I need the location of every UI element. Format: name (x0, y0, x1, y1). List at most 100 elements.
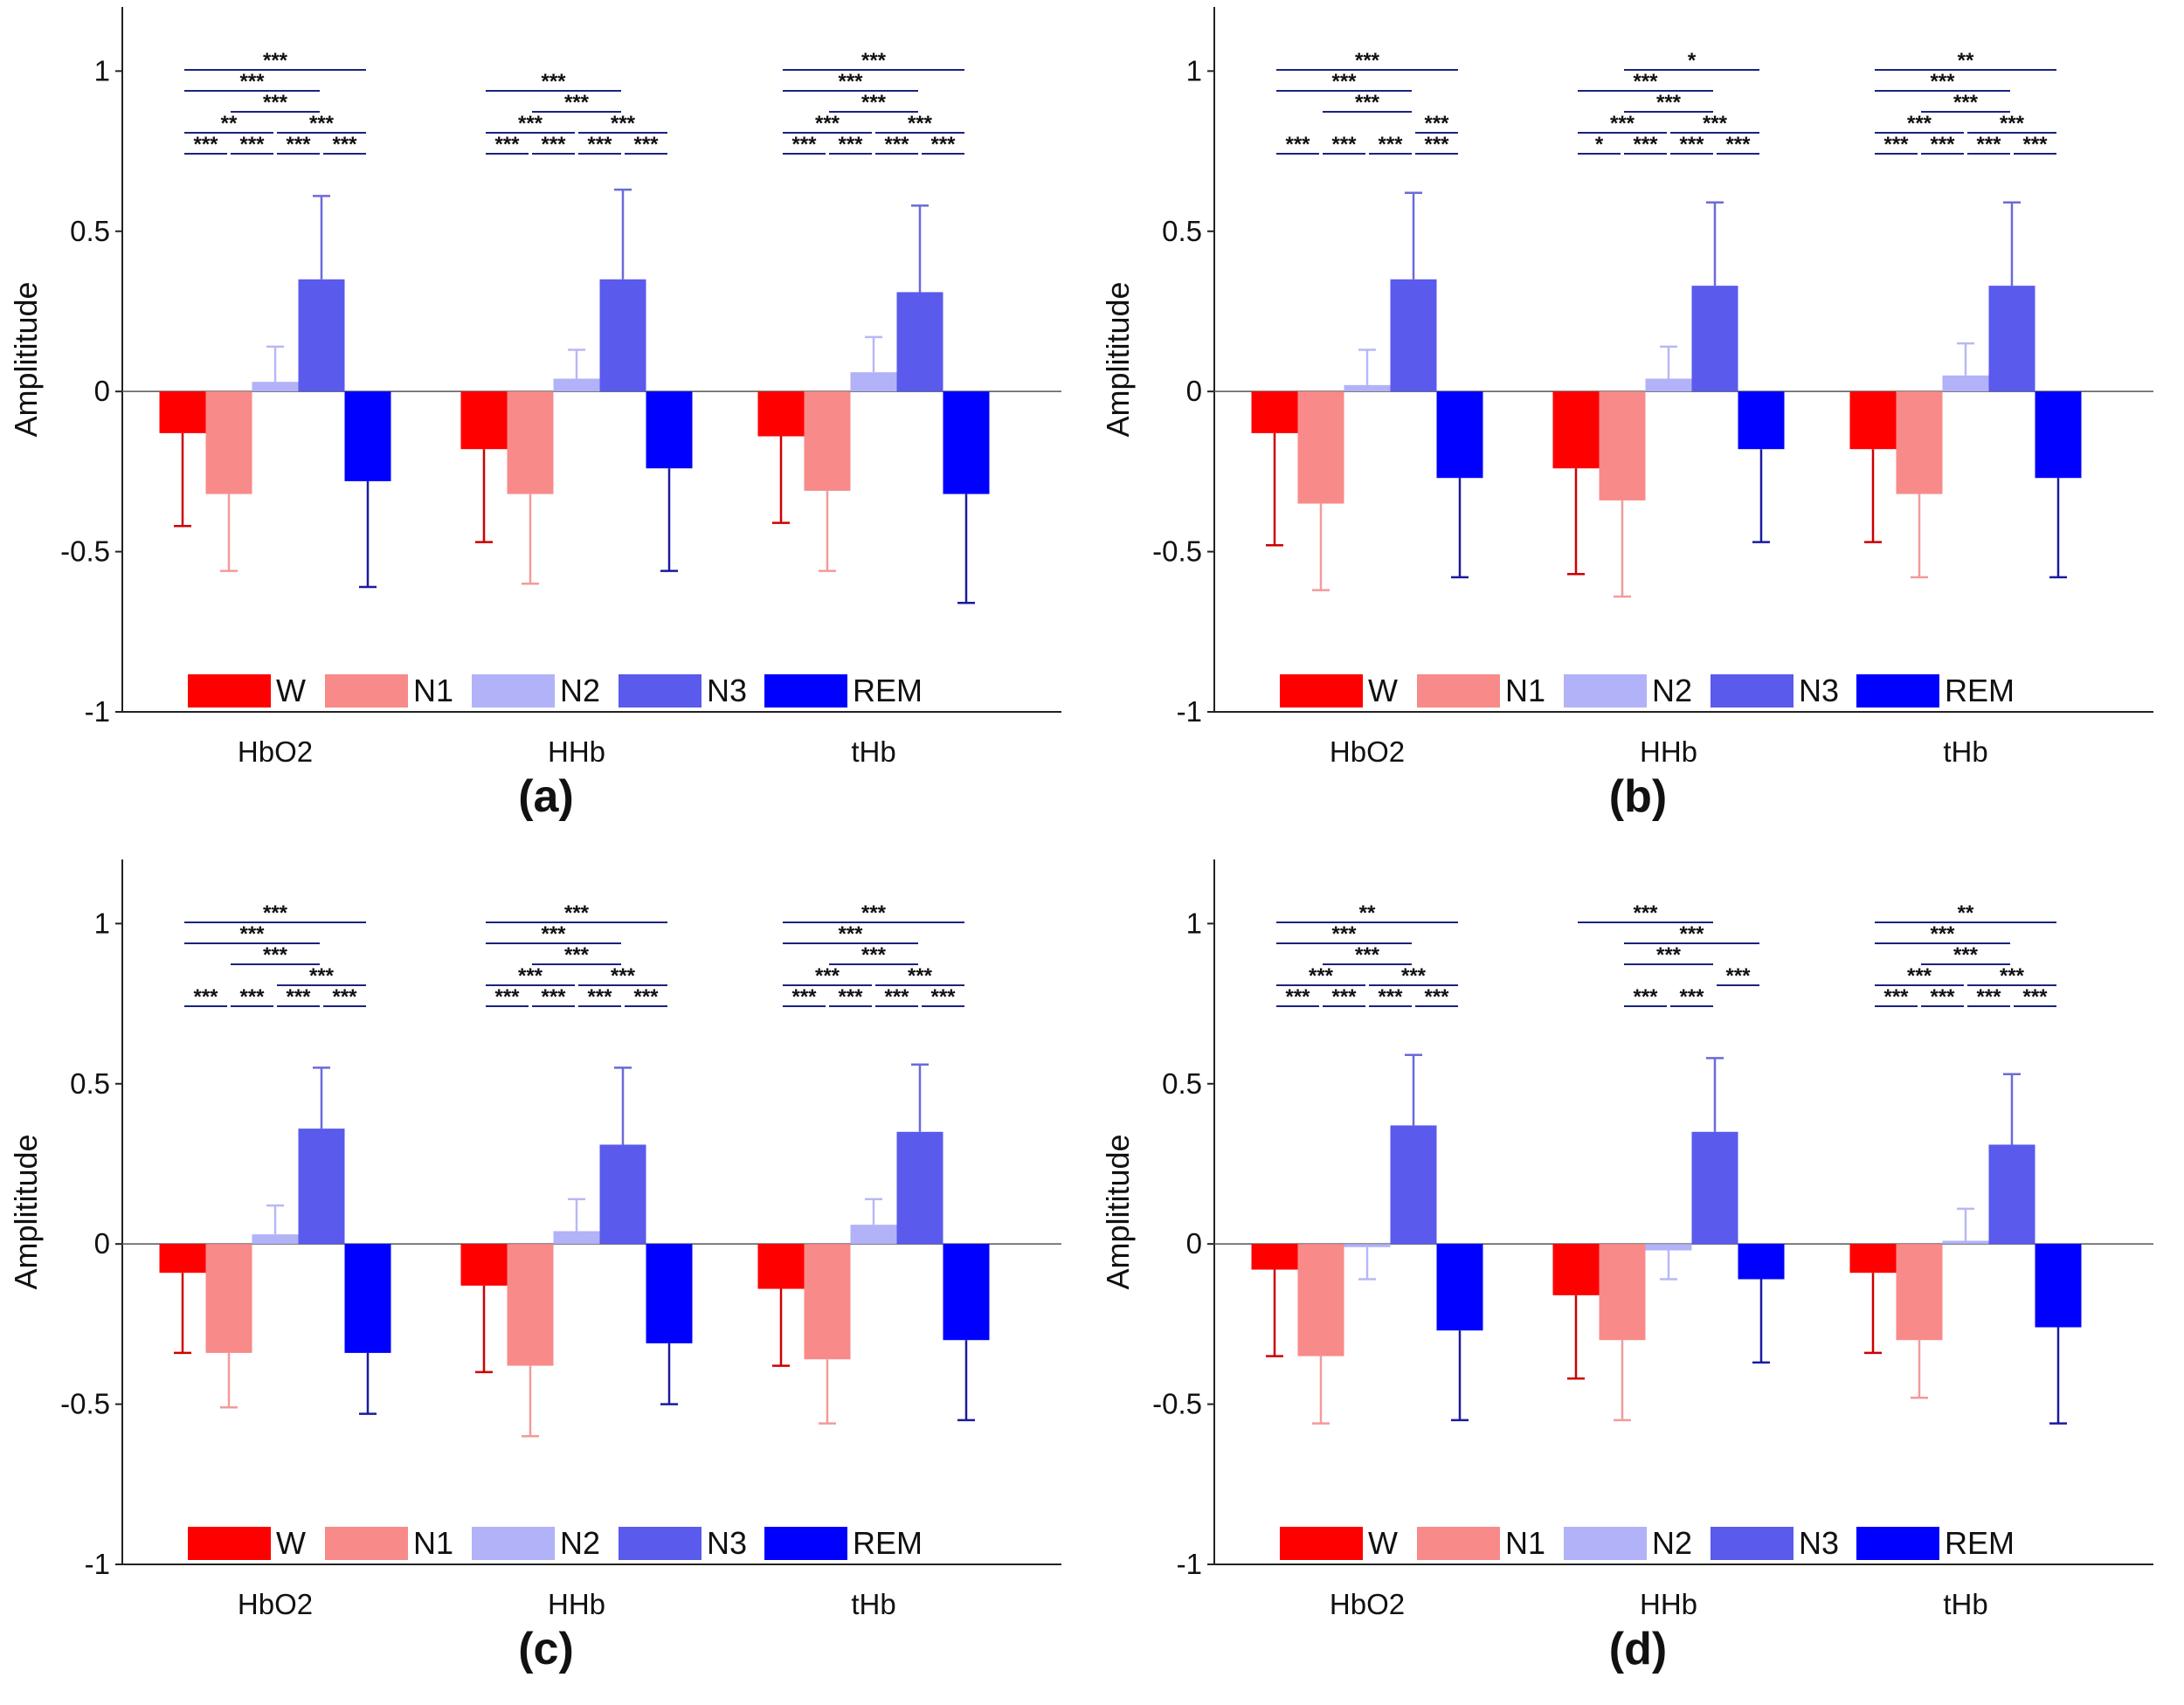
legend-label: REM (853, 1525, 923, 1561)
bar (1691, 1131, 1738, 1245)
legend-swatch (1417, 674, 1500, 708)
significance-label: *** (838, 70, 863, 93)
bar (1251, 1244, 1298, 1270)
legend-label: N2 (560, 1525, 600, 1561)
x-tick-label: tHb (1943, 735, 1987, 768)
bar (460, 1244, 508, 1286)
y-tick-label: 1 (94, 54, 110, 86)
significance-label: *** (1355, 91, 1380, 114)
legend-label: N2 (1652, 673, 1692, 708)
significance-label: *** (587, 985, 612, 1009)
significance-label: *** (2000, 964, 2025, 988)
chart-panel-c: -1 -0.5 0 0.5 1 Amplititude HbO2 HHb tHb *** *** **… (0, 852, 1092, 1705)
significance-label: *** (861, 49, 887, 72)
bar (1297, 1244, 1344, 1356)
significance-label: *** (1725, 133, 1751, 156)
bar (252, 1234, 299, 1245)
y-tick-label: -1 (1177, 1548, 1202, 1580)
significance-label: *** (1930, 133, 1955, 156)
bar (1849, 391, 1897, 450)
legend-label: N3 (707, 1525, 747, 1561)
significance-label: *** (1930, 985, 1955, 1009)
significance-label: ** (1958, 49, 1974, 72)
significance-label: *** (263, 901, 288, 925)
significance-label: *** (1633, 133, 1658, 156)
legend-label: REM (853, 673, 923, 708)
significance-label: *** (193, 985, 218, 1009)
significance-label: *** (815, 964, 840, 988)
bar (1599, 391, 1646, 500)
significance-label: *** (1976, 985, 2001, 1009)
bar (507, 391, 554, 494)
significance-label: *** (1725, 964, 1751, 988)
legend-swatch (472, 674, 555, 708)
significance-label: ** (1958, 901, 1974, 925)
bar (1599, 1244, 1646, 1341)
y-tick-label: 0.5 (70, 1067, 110, 1100)
bar (646, 1244, 693, 1343)
bar (2035, 1244, 2082, 1328)
panel-label-c: (c) (518, 1624, 574, 1674)
bar (1552, 391, 1600, 469)
y-tick-label: -0.5 (60, 535, 110, 568)
bar (1390, 1125, 1437, 1245)
y-tick-label: -1 (1177, 695, 1202, 728)
chart-panel-a: -1 -0.5 0 0.5 1 Amplititude HbO2 HHb tHb *** *** **… (0, 0, 1092, 852)
significance-label: *** (861, 91, 887, 114)
significance-label: *** (332, 133, 357, 156)
bar (1297, 391, 1344, 504)
bar (1344, 384, 1391, 392)
significance-label: *** (239, 70, 265, 93)
significance-label: *** (1656, 943, 1682, 967)
significance-label: *** (587, 133, 612, 156)
significance-label: *** (1331, 922, 1357, 946)
y-tick-label: -0.5 (1152, 1388, 1202, 1420)
significance-label: *** (861, 943, 887, 967)
significance-label: *** (309, 964, 335, 988)
legend-swatch (325, 674, 408, 708)
bar (252, 382, 299, 392)
significance-label: *** (263, 49, 288, 72)
significance-label: *** (1907, 112, 1932, 135)
bar (804, 391, 851, 491)
bar (2035, 391, 2082, 479)
significance-label: *** (908, 964, 933, 988)
significance-label: *** (518, 964, 543, 988)
significance-label: *** (1331, 985, 1357, 1009)
significance-label: ** (221, 112, 238, 135)
significance-label: *** (2022, 133, 2048, 156)
significance-label: *** (1633, 985, 1658, 1009)
significance-label: *** (518, 112, 543, 135)
bar (1645, 378, 1692, 392)
x-tick-label: tHb (851, 1588, 895, 1620)
y-tick-label: 1 (94, 907, 110, 939)
significance-label: *** (2000, 112, 2025, 135)
bar (553, 1231, 600, 1245)
bar (1738, 1244, 1785, 1280)
significance-label: *** (564, 943, 590, 967)
x-tick-label: HbO2 (238, 1588, 313, 1620)
significance-label: *** (263, 91, 288, 114)
x-tick-label: tHb (851, 735, 895, 768)
significance-label: *** (239, 922, 265, 946)
legend-swatch (619, 674, 702, 708)
significance-label: *** (1976, 133, 2001, 156)
significance-label: *** (884, 985, 909, 1009)
legend-label: N1 (413, 673, 453, 708)
legend-label: W (276, 673, 306, 708)
legend-label: N2 (560, 673, 600, 708)
significance-label: *** (1953, 91, 1979, 114)
significance-label: *** (541, 133, 566, 156)
significance-label: *** (1309, 964, 1334, 988)
bar (757, 391, 805, 437)
x-tick-label: HHb (548, 1588, 605, 1620)
significance-label: *** (494, 133, 520, 156)
y-axis-label: Amplititude (1100, 1134, 1136, 1289)
legend-label: W (276, 1525, 306, 1561)
significance-label: *** (1953, 943, 1979, 967)
significance-label: *** (1378, 133, 1403, 156)
bar (205, 1244, 252, 1353)
significance-label: *** (541, 922, 566, 946)
